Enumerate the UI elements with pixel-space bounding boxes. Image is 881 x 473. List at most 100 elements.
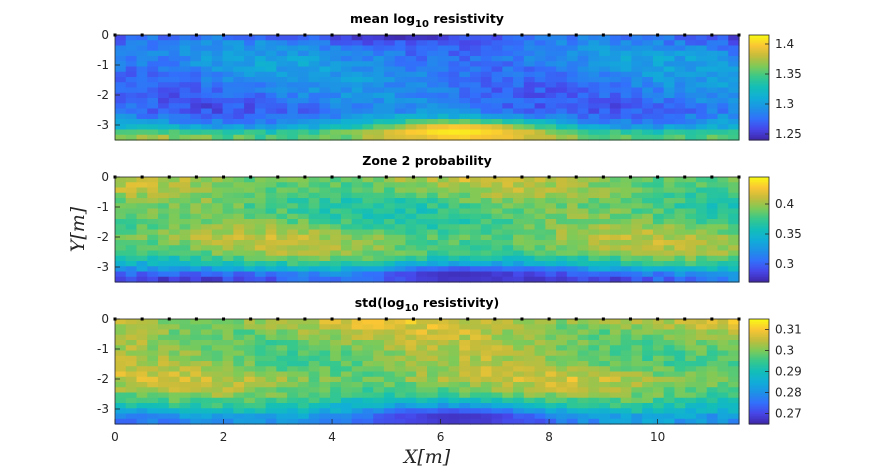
heatmap-cell: [427, 255, 439, 262]
heatmap-cell: [470, 92, 482, 99]
heatmap-cell: [663, 334, 676, 341]
heatmap-cell: [459, 345, 471, 352]
heatmap-cell: [588, 229, 600, 236]
heatmap-cell: [577, 134, 589, 141]
heatmap-cell: [319, 324, 331, 331]
heatmap-cell: [394, 92, 407, 99]
heatmap-cell: [588, 271, 600, 278]
heatmap-cell: [728, 213, 740, 220]
heatmap-cell: [201, 229, 213, 236]
colorbar-segment: [749, 201, 769, 204]
heatmap-cell: [244, 245, 256, 252]
heatmap-cell: [297, 397, 310, 404]
heatmap-cell: [566, 271, 579, 278]
heatmap-cell: [631, 340, 643, 346]
heatmap-cell: [222, 103, 234, 110]
heatmap-cell: [158, 208, 170, 215]
heatmap-cell: [201, 387, 213, 394]
heatmap-cell: [201, 334, 213, 341]
heatmap-cell: [330, 276, 342, 283]
heatmap-cell: [652, 35, 665, 41]
heatmap-cell: [556, 40, 568, 47]
heatmap-cell: [362, 98, 374, 104]
heatmap-cell: [394, 345, 407, 352]
colorbar-segment: [749, 280, 769, 283]
heatmap-cell: [566, 324, 579, 331]
heatmap-cell: [147, 329, 159, 336]
heatmap-cell: [577, 240, 589, 246]
heatmap-cell: [222, 255, 234, 262]
heatmap-cell: [717, 334, 729, 341]
heatmap-cell: [211, 261, 224, 267]
heatmap-cell: [631, 392, 643, 399]
heatmap-cell: [233, 219, 245, 225]
colorbar-segment: [749, 232, 769, 236]
heatmap-cell: [211, 92, 224, 99]
heatmap-cell: [136, 366, 148, 373]
heatmap-cell: [179, 350, 191, 357]
heatmap-cell: [297, 203, 310, 210]
heatmap-cell: [297, 187, 310, 194]
heatmap-cell: [115, 134, 127, 141]
heatmap-cell: [652, 40, 665, 47]
heatmap-cell: [351, 50, 364, 57]
heatmap-cell: [308, 371, 321, 378]
heatmap-cell: [147, 40, 159, 47]
heatmap-cell: [383, 334, 396, 341]
heatmap-cell: [179, 198, 191, 204]
heatmap-cell: [383, 418, 396, 425]
heatmap-cell: [362, 119, 374, 125]
heatmap-cell: [179, 276, 191, 283]
heatmap-cell: [459, 187, 471, 194]
heatmap-cell: [427, 134, 439, 141]
heatmap-cell: [459, 82, 471, 89]
heatmap-cell: [383, 203, 396, 210]
heatmap-cell: [190, 266, 202, 273]
heatmap-cell: [652, 387, 665, 394]
heatmap-cell: [491, 408, 503, 415]
heatmap-cell: [190, 271, 202, 278]
heatmap-cell: [297, 371, 310, 378]
heatmap-cell: [168, 203, 181, 210]
heatmap-cell: [179, 119, 191, 125]
heatmap-cell: [190, 129, 202, 136]
heatmap-cell: [211, 403, 224, 409]
heatmap-cell: [566, 198, 579, 204]
heatmap-cell: [652, 340, 665, 346]
heatmap-cell: [394, 229, 407, 236]
heatmap-cell: [491, 397, 503, 404]
heatmap-cell: [523, 35, 536, 41]
heatmap-cell: [190, 182, 202, 189]
heatmap-cell: [416, 266, 428, 273]
heatmap-cell: [147, 119, 159, 125]
heatmap-cell: [523, 219, 536, 225]
heatmap-cell: [330, 129, 342, 136]
heatmap-cell: [728, 87, 740, 94]
heatmap-cell: [244, 134, 256, 141]
heatmap-cell: [491, 245, 503, 252]
heatmap-cell: [179, 319, 191, 325]
heatmap-cell: [319, 92, 331, 99]
heatmap-cell: [405, 371, 417, 378]
heatmap-cell: [631, 92, 643, 99]
heatmap-cell: [319, 392, 331, 399]
colorbar-segment: [749, 407, 769, 410]
heatmap-cell: [287, 213, 299, 220]
heatmap-cell: [158, 87, 170, 94]
heatmap-cell: [136, 271, 148, 278]
heatmap-cell: [545, 103, 557, 110]
heatmap-cell: [685, 387, 697, 394]
heatmap-cell: [599, 350, 611, 357]
heatmap-cell: [211, 371, 224, 378]
heatmap-cell: [685, 397, 697, 404]
heatmap-cell: [179, 40, 191, 47]
heatmap-cell: [577, 382, 589, 388]
heatmap-cell: [276, 119, 288, 125]
heatmap-cell: [534, 92, 546, 99]
heatmap-cell: [394, 87, 407, 94]
heatmap-cell: [577, 387, 589, 394]
heatmap-cell: [599, 66, 611, 73]
heatmap-cell: [523, 418, 536, 425]
heatmap-cell: [373, 271, 385, 278]
heatmap-cell: [556, 108, 568, 115]
